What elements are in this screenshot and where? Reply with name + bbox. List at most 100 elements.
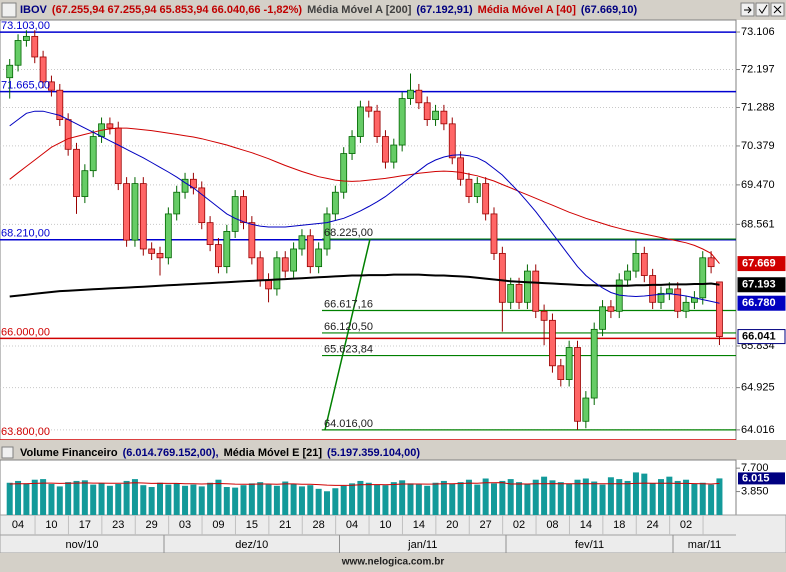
candle-body (457, 157, 465, 180)
volume-bar (674, 480, 681, 515)
candle-body (382, 136, 389, 163)
candle-body (31, 35, 39, 58)
x-tick-label: 17 (79, 519, 91, 531)
candle-body (549, 319, 556, 367)
candle-body (173, 191, 181, 215)
volume-bar (499, 480, 506, 515)
volume-bar (31, 479, 38, 515)
header-item: (67.669,10) (581, 4, 638, 16)
value-tag (737, 295, 786, 311)
volume-bar (658, 479, 664, 515)
volume-bar (649, 483, 656, 515)
candle-body (198, 187, 206, 224)
candle-body (607, 306, 615, 312)
volume-bar (223, 487, 230, 515)
volume-bar (683, 479, 690, 515)
volume-bar (140, 485, 147, 515)
candle-body (599, 306, 606, 330)
candle-body (265, 279, 272, 290)
volume-bar (15, 480, 22, 515)
candle-body (590, 328, 598, 399)
header-item: IBOV (20, 4, 48, 16)
candle-body (515, 284, 523, 303)
close-icon (773, 5, 782, 14)
candle-body (6, 64, 14, 79)
value-tag (737, 329, 786, 345)
x-tick-label: 18 (613, 519, 625, 531)
candle-body (473, 183, 481, 197)
candle-body (123, 183, 130, 241)
layer (0, 30, 736, 440)
value-label: 6.015 (742, 472, 770, 484)
candle-body (315, 248, 323, 268)
y-tick-label: 72.197 (741, 63, 775, 75)
candle-body (716, 281, 723, 337)
candle-body (48, 81, 55, 91)
volume-bar (599, 484, 606, 515)
candle-body (39, 56, 47, 83)
volume-bar (157, 482, 163, 515)
level-label: 66.000,00 (1, 326, 50, 338)
candle-body (290, 248, 298, 272)
x-tick-label: 29 (146, 519, 158, 531)
volume-bar (382, 485, 389, 515)
candle-body (415, 89, 423, 104)
candle-body (524, 270, 531, 303)
x-tick-label: 09 (212, 519, 224, 531)
volume-bar (290, 483, 297, 515)
volume-bar (131, 479, 138, 515)
fib-label: 64.016,00 (324, 418, 373, 430)
volume-icon[interactable] (1, 446, 14, 459)
layer (6, 472, 723, 515)
ma-line (9, 127, 720, 264)
price-plot (0, 19, 737, 441)
candle-body (131, 183, 139, 241)
window-buttons (740, 2, 785, 17)
footer-bar (0, 553, 786, 572)
header-text: Volume Financeiro (6.014.769.152,00), Médi… (20, 447, 420, 459)
volume-bar (440, 480, 447, 515)
volume-bar (282, 481, 289, 515)
volume-bar (240, 485, 247, 515)
candle-body (582, 397, 590, 422)
check-button[interactable] (755, 2, 770, 17)
volume-bar (374, 484, 381, 515)
volume-bar (432, 482, 439, 515)
volume-bar (115, 483, 122, 515)
volume-bar (198, 486, 205, 515)
x-tick-label: 15 (246, 519, 258, 531)
header-item: (67.192,91) (416, 4, 473, 16)
volume-bar (340, 485, 347, 515)
candle-body (682, 301, 690, 312)
volume-bar (399, 480, 406, 515)
level-label: 71.665,00 (1, 80, 50, 92)
header-icon[interactable] (1, 2, 17, 18)
volume-bar (457, 482, 464, 515)
candle-body (699, 257, 707, 299)
candle-body (273, 257, 281, 290)
candle-body (331, 191, 339, 215)
fib-label: 65.623,84 (324, 343, 373, 355)
x-tick-label: 24 (647, 519, 659, 531)
candle-body (181, 178, 189, 193)
candle-body (256, 257, 264, 281)
volume-bar (691, 483, 698, 515)
header-item: Média Móvel A [200] (307, 4, 412, 16)
y-tick-label: 7.700 (741, 462, 769, 474)
candle-body (139, 183, 147, 250)
volume-bar (307, 485, 314, 515)
y-tick-label: 64.925 (741, 382, 775, 394)
volume-bar (298, 486, 305, 515)
volume-bar (165, 484, 172, 515)
candle-body (156, 252, 164, 259)
volume-bar (641, 473, 648, 515)
candle-body (106, 123, 114, 129)
value-label: 67.669 (742, 257, 776, 269)
candle-body (707, 257, 715, 268)
check-icon (758, 4, 768, 14)
candle-body (498, 252, 506, 303)
volume-bar (190, 484, 197, 515)
level-label: 68.210,00 (1, 228, 50, 240)
